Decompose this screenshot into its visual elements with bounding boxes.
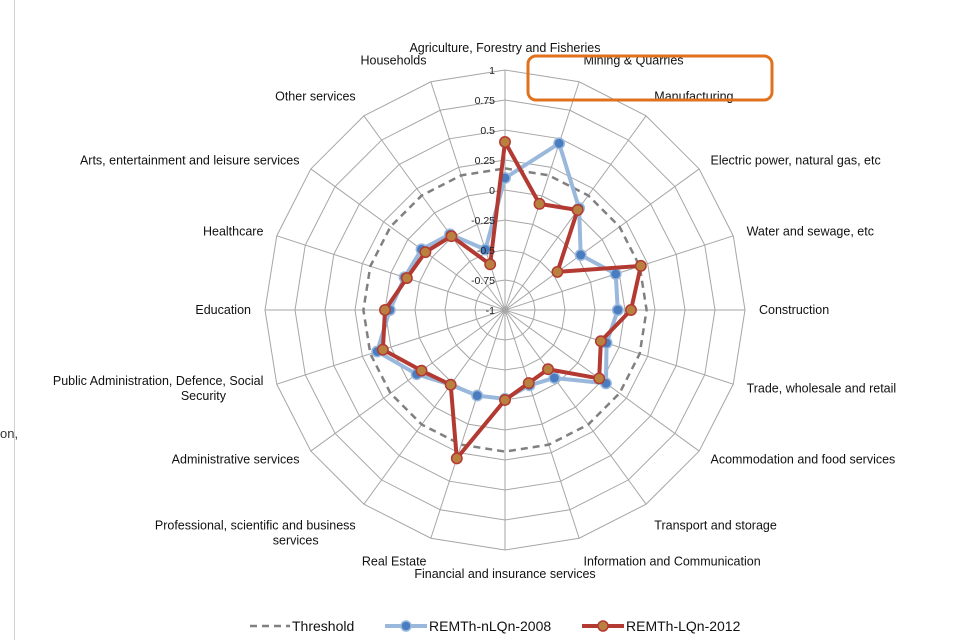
grid-spoke (504, 309, 734, 385)
category-label: Real Estate (362, 555, 427, 569)
category-label: Trade, wholesale and retail (747, 381, 897, 395)
legend-marker (400, 620, 412, 632)
series-point (574, 249, 587, 261)
category-label: Transport and storage (654, 518, 777, 532)
series-point (634, 259, 647, 272)
legend-label: REMTh-nLQn-2008 (429, 618, 551, 634)
grid-spoke (504, 309, 580, 539)
category-label: Construction (759, 303, 829, 317)
series-point (499, 394, 511, 406)
series-point (379, 304, 391, 316)
legend: Threshold REMTh-nLQn-2008 REMTh-LQn-2012 (250, 618, 741, 634)
legend-marker (597, 620, 609, 632)
r-tick-label: 0 (489, 185, 495, 197)
series-point (611, 304, 624, 316)
category-label: Administrative services (172, 452, 300, 466)
series-point (594, 335, 607, 348)
r-tick-label: 1 (489, 65, 495, 77)
category-labels: Agriculture, Forestry and FisheriesMinin… (53, 41, 896, 581)
series-point (419, 246, 432, 259)
r-tick-label: 0.25 (475, 155, 496, 167)
grid-spoke (276, 309, 506, 385)
radial-tick-labels: 1 0.75 0.5 0.25 0 -0.25 -0.5 -0.75 -1 (471, 65, 495, 317)
category-label: Professional, scientific and business ser… (155, 518, 356, 547)
grid-spoke (363, 309, 506, 505)
category-label: Acommodation and food services (710, 452, 895, 466)
series-point (548, 372, 561, 384)
highlight-box (526, 54, 774, 102)
r-tick-label: 0.5 (480, 125, 495, 137)
category-label: Other services (275, 90, 356, 104)
series-point (625, 304, 637, 316)
legend-label: Threshold (292, 618, 354, 634)
series-point (551, 265, 564, 278)
series-point (542, 363, 554, 376)
series-point (553, 137, 566, 150)
grid-spoke (310, 309, 506, 452)
grid-spoke (363, 115, 506, 311)
category-label: Information and Communication (583, 555, 760, 569)
series-point (445, 230, 458, 243)
series-point (499, 136, 511, 148)
category-label: Water and sewage, etc (747, 225, 874, 239)
chart-frame (14, 0, 978, 640)
category-label: Agriculture, Forestry and Fisheries (409, 41, 600, 55)
series-point (571, 204, 584, 216)
radar-series (362, 136, 648, 465)
series-point (444, 378, 457, 391)
category-label: Arts, entertainment and leisure services (80, 154, 300, 168)
series-point (593, 372, 606, 385)
legend-label: REMTh-LQn-2012 (626, 618, 741, 634)
series-point (376, 343, 389, 356)
r-tick-label: -0.25 (471, 215, 495, 227)
series-line-0 (362, 167, 648, 453)
series-point (533, 197, 546, 210)
grid-spoke (430, 309, 506, 539)
r-tick-label: -0.5 (477, 245, 495, 257)
grid-spoke (504, 81, 580, 311)
category-label: Households (360, 53, 426, 67)
series-point (484, 258, 497, 271)
series-point (450, 452, 463, 465)
grid-spoke (276, 235, 506, 311)
r-tick-label: -1 (486, 305, 495, 317)
category-label: Healthcare (203, 225, 263, 239)
series-point (415, 364, 428, 377)
grid-spoke (430, 81, 506, 311)
category-label: Education (195, 303, 251, 317)
series-point (609, 268, 622, 280)
category-label: Financial and insurance services (414, 567, 595, 581)
clipped-text-fragment: on, (0, 426, 19, 441)
r-tick-label: -0.75 (471, 275, 495, 287)
series-point (471, 389, 484, 402)
series-point (400, 272, 413, 285)
category-label: Electric power, natural gas, etc (710, 154, 880, 168)
series-point (522, 377, 535, 389)
grid-spoke (504, 309, 647, 505)
r-tick-label: 0.75 (475, 95, 496, 107)
grid-spoke (504, 168, 700, 311)
category-label: Public Administration, Defence, Social Se… (53, 374, 264, 403)
grid-spoke (310, 168, 506, 311)
